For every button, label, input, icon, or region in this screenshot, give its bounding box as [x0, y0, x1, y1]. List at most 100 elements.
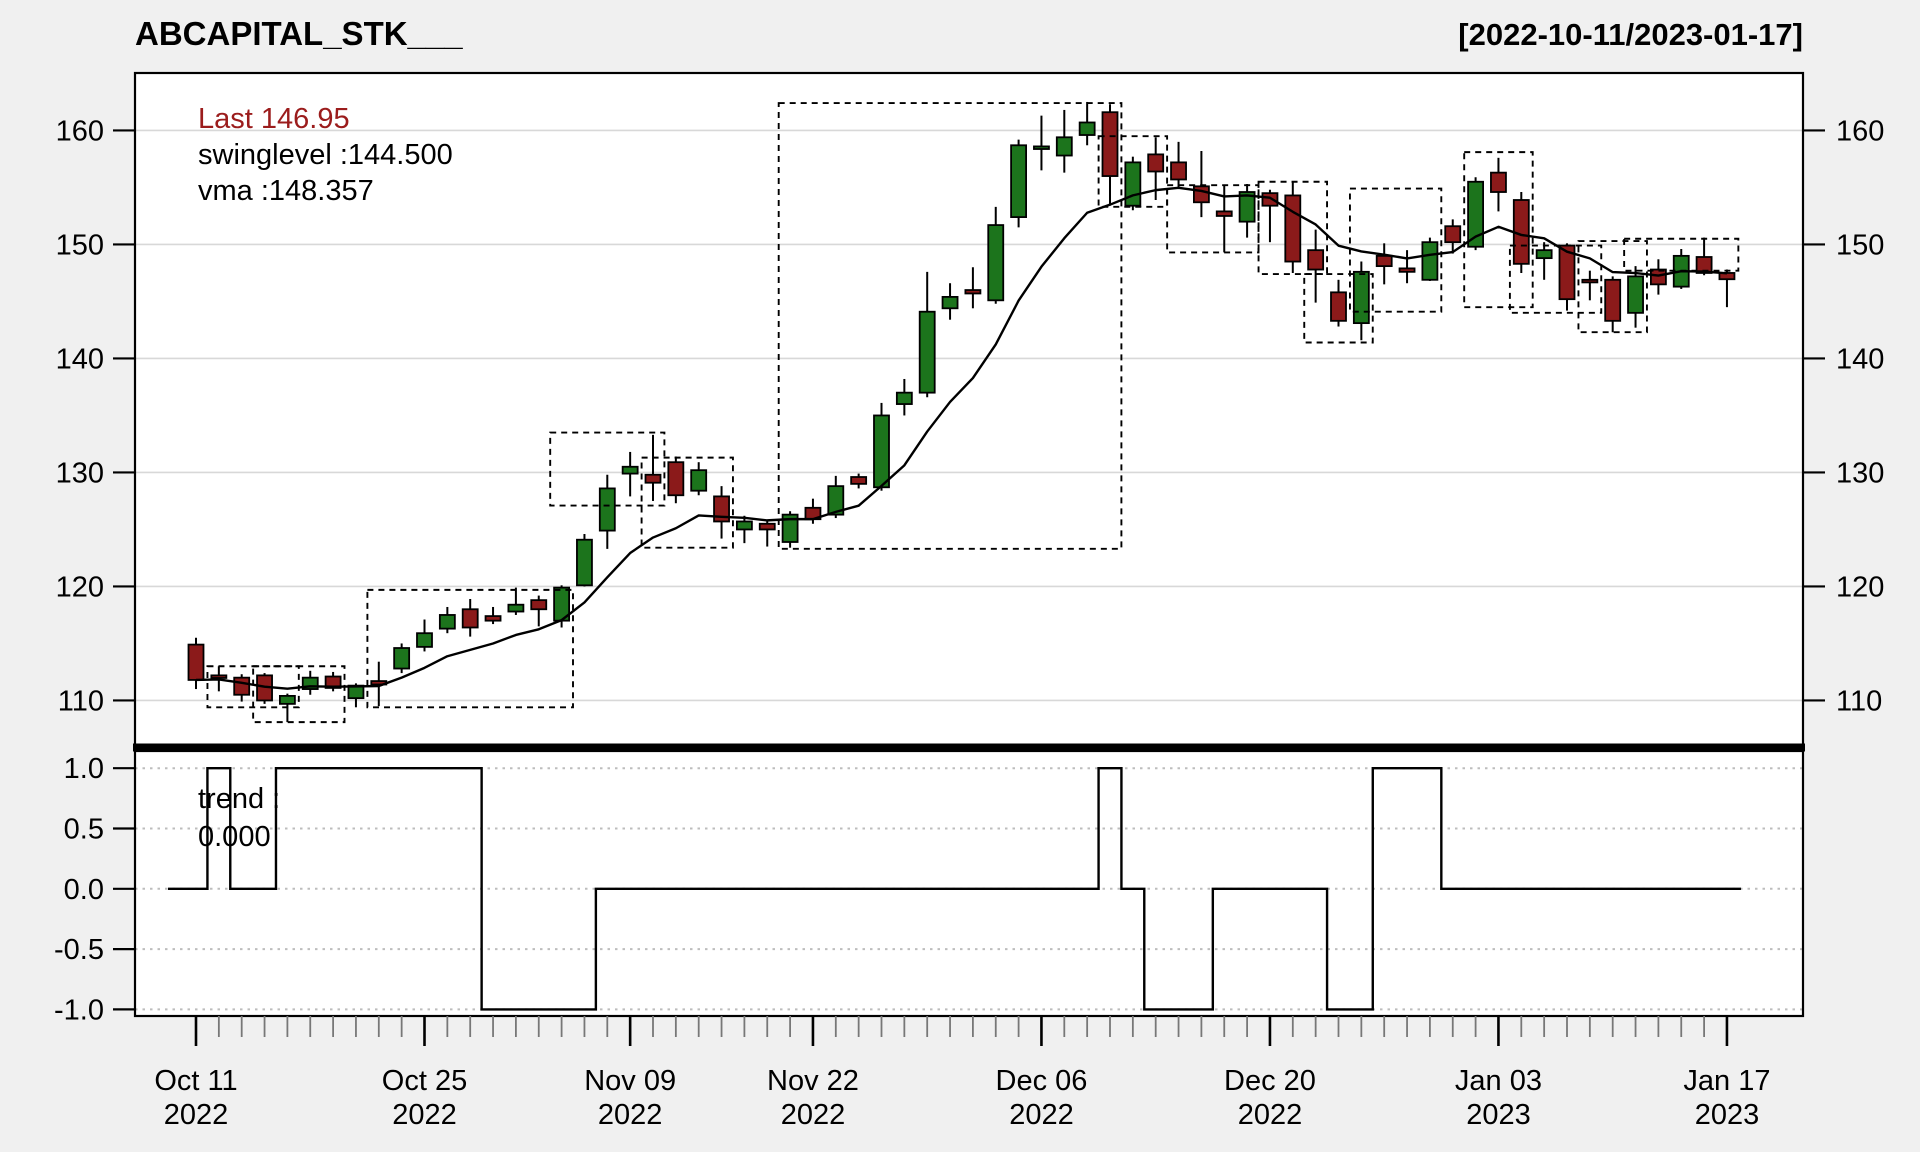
legend-last-price: Last 146.95: [198, 103, 350, 135]
candle-body: [1467, 180, 1484, 248]
candle-body: [1261, 192, 1279, 207]
candle-body: [187, 643, 205, 681]
price-ytick-label-right: 130: [1836, 457, 1884, 489]
x-tick-label-year: 2022: [781, 1099, 846, 1131]
candle-body: [1010, 144, 1027, 218]
price-ytick-label-left: 160: [56, 115, 104, 147]
price-ytick-label-left: 110: [58, 685, 104, 717]
candle-body: [1147, 153, 1165, 173]
panel-separator: [133, 743, 1805, 752]
candle-body: [713, 495, 730, 523]
x-tick-label-date: Nov 09: [584, 1065, 676, 1097]
candle-body: [484, 615, 502, 622]
candle-body: [1490, 171, 1507, 193]
price-ytick-label-left: 140: [56, 343, 104, 375]
candle-body: [1627, 275, 1644, 314]
candle-body: [416, 632, 433, 648]
x-tick-label-date: Dec 06: [996, 1065, 1088, 1097]
candle-body: [1215, 210, 1233, 217]
candle-body: [1170, 161, 1187, 181]
x-tick-label-date: Nov 22: [767, 1065, 859, 1097]
candle-body: [1604, 278, 1622, 322]
price-panel-plot-area: [135, 73, 1803, 748]
candle-body: [1307, 249, 1325, 271]
legend-vma: vma :148.357: [198, 175, 374, 207]
candle-body: [210, 674, 228, 679]
swinglevel-box: [366, 588, 574, 709]
candle-body: [1078, 121, 1096, 136]
swinglevel-box: [1303, 273, 1374, 344]
swinglevel-box: [252, 665, 346, 724]
candle-body: [507, 603, 525, 613]
trend-ytick-label: -1.0: [54, 994, 104, 1026]
price-ytick-label-right: 160: [1836, 115, 1884, 147]
price-ytick-label-left: 130: [56, 457, 104, 489]
candle-body: [393, 647, 411, 670]
candle-body: [1055, 136, 1073, 157]
swinglevel-box: [1577, 240, 1648, 334]
swinglevel-box: [1257, 180, 1329, 276]
price-ytick-label-right: 120: [1836, 571, 1884, 603]
x-tick-label-year: 2022: [1009, 1099, 1074, 1131]
swinglevel-box: [1166, 184, 1260, 254]
swinglevel-box: [1463, 151, 1534, 309]
trend-ytick-label: 0.5: [64, 814, 104, 846]
candle-body: [918, 310, 936, 394]
candle-body: [621, 465, 639, 475]
candle-body: [278, 694, 296, 705]
x-tick-label-date: Dec 20: [1224, 1065, 1316, 1097]
candle-body: [233, 676, 251, 696]
trend-step-line: [168, 767, 1741, 1011]
trend-legend-value: 0.000: [198, 821, 271, 853]
x-tick-label-year: 2022: [1238, 1099, 1303, 1131]
candle-body: [1421, 241, 1439, 281]
candle-body: [598, 487, 616, 532]
candle-body: [667, 461, 685, 497]
candle-body: [827, 485, 845, 516]
legend-swinglevel: swinglevel :144.500: [198, 139, 453, 171]
swinglevel-box: [1097, 135, 1169, 208]
candle-body: [1375, 254, 1393, 268]
price-ytick-label-right: 140: [1836, 343, 1884, 375]
candle-body: [1581, 278, 1599, 284]
candle-body: [736, 520, 753, 531]
candle-body: [758, 522, 776, 531]
trend-panel: [133, 749, 1805, 1018]
axes-layer: 160 160 150 150 140 140 130 130 120 120 110 110 1.0 0…: [54, 115, 1884, 1131]
candle-body: [1238, 191, 1256, 223]
swinglevel-box: [1348, 187, 1443, 313]
price-ytick-label-right: 150: [1836, 229, 1884, 261]
candle-body: [690, 469, 708, 492]
x-tick-label-year: 2022: [164, 1099, 229, 1131]
chart-title: ABCAPITAL_STK___: [135, 15, 463, 52]
candle-body: [1444, 225, 1462, 244]
candle-body: [1101, 111, 1119, 177]
candle-body: [850, 476, 868, 485]
candle-body: [1284, 194, 1302, 263]
x-tick-label-date: Jan 03: [1455, 1065, 1542, 1097]
candle-body: [1330, 291, 1347, 322]
candle-body: [301, 676, 319, 690]
candle-body: [438, 614, 456, 630]
x-tick-label-year: 2023: [1695, 1099, 1760, 1131]
x-tick-label-date: Oct 11: [154, 1065, 237, 1097]
candle-body: [781, 513, 799, 543]
price-panel: [133, 71, 1805, 750]
candle-body: [576, 538, 593, 587]
candle-body: [964, 289, 982, 295]
candle-body: [941, 295, 959, 310]
swinglevel-box: [777, 102, 1123, 550]
price-ytick-label-left: 120: [56, 571, 104, 603]
swinglevel-boxes: [206, 102, 1740, 724]
x-tick-label-year: 2023: [1466, 1099, 1531, 1131]
vma-line: [195, 186, 1728, 690]
trend-ytick-label: 1.0: [64, 753, 104, 785]
candle-body: [1124, 161, 1142, 207]
x-tick-label-date: Oct 25: [382, 1065, 467, 1097]
swinglevel-box: [549, 431, 666, 507]
trend-legend-label: trend :: [198, 783, 280, 815]
candle-body: [1033, 145, 1050, 150]
candle-body: [1193, 185, 1210, 204]
